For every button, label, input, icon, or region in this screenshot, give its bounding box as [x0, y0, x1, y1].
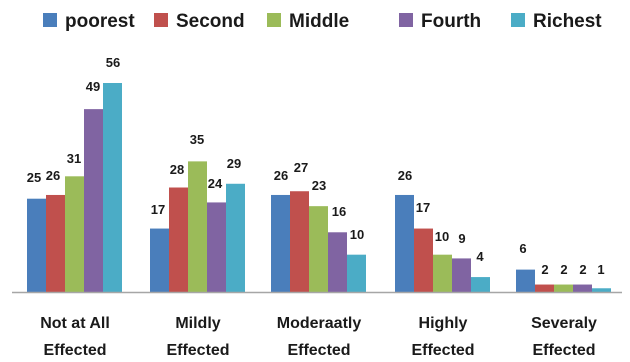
legend-swatch-1 [154, 13, 168, 27]
bar-0-4 [516, 269, 535, 292]
bar-1-1 [169, 187, 188, 292]
legend-swatch-0 [43, 13, 57, 27]
data-label-1-1: 28 [170, 162, 184, 177]
category-label-3-1: Effected [411, 342, 474, 359]
legend: poorest Second Middle Fourth Richest [43, 11, 602, 32]
category-label-2-0: Moderaatly [277, 315, 362, 332]
legend-swatch-3 [399, 13, 413, 27]
data-label-3-4: 2 [579, 262, 586, 277]
bar-4-1 [226, 183, 245, 292]
category-label-0-0: Not at All [40, 315, 110, 332]
category-label-1-1: Effected [166, 342, 229, 359]
data-label-4-0: 56 [106, 55, 120, 70]
bars [27, 83, 611, 292]
data-label-3-0: 49 [86, 79, 100, 94]
data-label-1-4: 2 [541, 262, 548, 277]
data-label-1-3: 17 [416, 200, 430, 215]
category-label-1-0: Mildly [175, 315, 220, 332]
bar-3-3 [452, 258, 471, 292]
bar-3-2 [328, 232, 347, 292]
legend-swatch-2 [267, 13, 281, 27]
data-label-4-1: 29 [227, 156, 241, 171]
bar-0-1 [150, 228, 169, 292]
data-label-1-0: 26 [46, 168, 60, 183]
bar-3-1 [207, 202, 226, 292]
legend-label-0: poorest [65, 11, 135, 32]
legend-label-1: Second [176, 11, 245, 32]
bar-4-4 [592, 288, 611, 292]
bar-1-3 [414, 228, 433, 292]
bar-3-4 [573, 284, 592, 292]
data-labels: 25 17 26 26 6 26 28 27 17 2 31 35 23 10 2 49 24 16 9 2 56 29 1… [27, 55, 605, 277]
bar-0-3 [395, 194, 414, 292]
bar-1-0 [46, 194, 65, 292]
legend-label-4: Richest [533, 11, 602, 32]
data-label-0-2: 26 [274, 168, 288, 183]
data-label-2-1: 35 [190, 132, 204, 147]
category-label-2-1: Effected [287, 342, 350, 359]
bar-2-0 [65, 176, 84, 292]
data-label-4-4: 1 [597, 262, 604, 277]
category-label-0-1: Effected [43, 342, 106, 359]
data-label-3-3: 9 [458, 231, 465, 246]
data-label-0-3: 26 [398, 168, 412, 183]
data-label-0-0: 25 [27, 170, 41, 185]
bar-1-4 [535, 284, 554, 292]
data-label-2-3: 10 [435, 229, 449, 244]
data-label-3-2: 16 [332, 204, 346, 219]
data-label-4-2: 10 [350, 227, 364, 242]
legend-label-3: Fourth [421, 11, 481, 32]
bar-2-1 [188, 161, 207, 292]
data-label-0-4: 6 [519, 241, 526, 256]
bar-0-0 [27, 198, 46, 292]
category-label-4-0: Severaly [531, 315, 597, 332]
data-label-0-1: 17 [151, 202, 165, 217]
data-label-3-1: 24 [208, 176, 223, 191]
data-label-2-4: 2 [560, 262, 567, 277]
data-label-2-0: 31 [67, 151, 81, 166]
category-labels: Not at All Effected Mildly Effected Moderaat… [40, 315, 597, 359]
data-label-4-3: 4 [476, 249, 484, 264]
legend-swatch-4 [511, 13, 525, 27]
bar-3-0 [84, 109, 103, 292]
bar-4-2 [347, 254, 366, 292]
bar-1-2 [290, 191, 309, 292]
bar-4-3 [471, 277, 490, 292]
category-label-3-0: Highly [419, 315, 468, 332]
bar-2-4 [554, 284, 573, 292]
bar-2-3 [433, 254, 452, 292]
bar-0-2 [271, 194, 290, 292]
bar-4-0 [103, 83, 122, 292]
category-label-4-1: Effected [532, 342, 595, 359]
bar-2-2 [309, 206, 328, 292]
data-label-1-2: 27 [294, 160, 308, 175]
legend-label-2: Middle [289, 11, 349, 32]
data-label-2-2: 23 [312, 178, 326, 193]
